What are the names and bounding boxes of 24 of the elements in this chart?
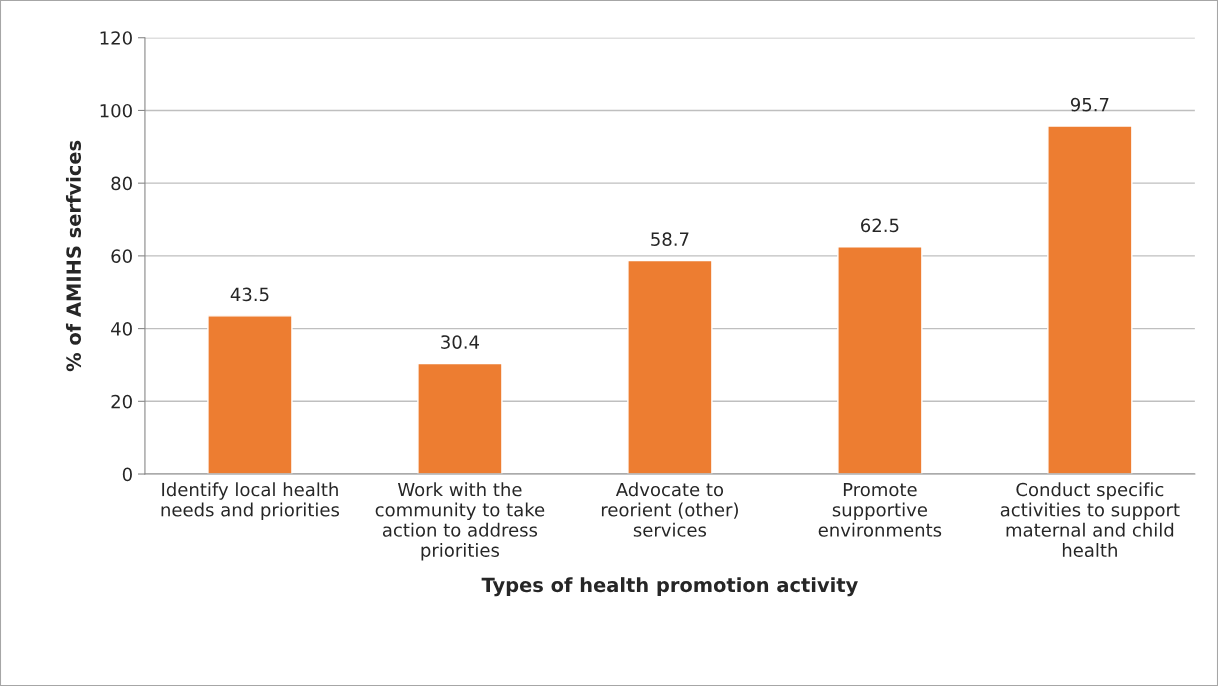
bar — [417, 362, 503, 475]
bar — [1047, 125, 1133, 475]
x-tick-label: Promote supportive environments — [818, 482, 942, 537]
data-label: 58.7 — [651, 232, 689, 246]
y-tick-label: 20 — [111, 394, 132, 409]
x-tick-label: Conduct specific activities to support maternal and child health — [1000, 482, 1180, 557]
data-label: 62.5 — [861, 218, 899, 233]
y-tick-label: 120 — [100, 31, 132, 45]
bar — [627, 259, 713, 475]
x-tick-label: Identify local health needs and priorities — [161, 482, 340, 521]
data-label: 30.4 — [441, 335, 480, 349]
x-tick-label: Work with the community to take action to address priorities — [375, 482, 545, 561]
y-tick-label: 80 — [111, 176, 132, 191]
y-tick-label: 0 — [122, 467, 132, 482]
y-tick-label: 100 — [100, 103, 132, 118]
x-axis-title: Types of health promotion activity — [481, 577, 858, 597]
bar — [837, 246, 923, 475]
y-axis-title: % of AMIHS serfvices — [65, 140, 82, 372]
data-label: 43.5 — [230, 287, 269, 302]
x-tick-label: Advocate to reorient (other) services — [601, 482, 738, 537]
y-tick-label: 40 — [111, 322, 132, 336]
y-tick-label: 60 — [111, 249, 132, 263]
bar — [207, 315, 293, 475]
data-label: 95.7 — [1070, 97, 1109, 112]
